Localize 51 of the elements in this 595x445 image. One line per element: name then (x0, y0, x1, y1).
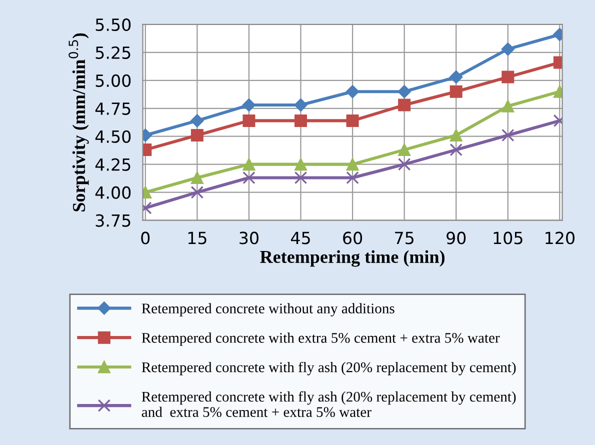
y-tick-label: 4.50 (95, 130, 131, 143)
x-tick-label: 120 (546, 232, 574, 244)
point (190, 128, 204, 142)
x-tick-label: 45 (290, 232, 310, 244)
point (398, 144, 411, 156)
x-tick-label: 90 (446, 232, 466, 244)
x-axis-title: Retempering time (min) (260, 250, 444, 267)
point (294, 171, 308, 184)
point (242, 171, 256, 184)
legend-label: Retempered concrete with fly ash (20% replacement by cement) (142, 362, 516, 376)
point (242, 158, 256, 171)
y-tick-label: 5.00 (96, 74, 131, 87)
y-tick-label: 4.25 (95, 158, 130, 171)
point (450, 143, 462, 156)
x-tick-label: 0 (141, 232, 150, 244)
point (346, 85, 360, 98)
point (398, 158, 411, 171)
point (242, 98, 256, 112)
point (450, 70, 463, 84)
legend-label: Retempered concrete with extra 5% cement + extra 5% water (142, 332, 500, 346)
point (294, 158, 307, 171)
x-tick-label: 60 (343, 232, 362, 244)
point (242, 114, 256, 127)
legend-label: Retempered concrete with fly ash (20% replacement by cement) and extra 5% cement + extra 5% water (142, 391, 516, 418)
point (346, 114, 359, 127)
y-tick-label: 4.00 (95, 186, 131, 199)
x-tick-label: 105 (494, 232, 522, 244)
y-axis-title: Sorptivity (mm/min$^{0.5}$) (68, 33, 89, 212)
point (346, 171, 359, 184)
x-tick-label: 75 (395, 232, 414, 244)
x-tick-label: 30 (240, 232, 258, 244)
point (398, 98, 411, 112)
point (398, 85, 411, 98)
y-tick-label: 5.25 (96, 46, 130, 60)
point (502, 70, 514, 84)
point (346, 158, 359, 171)
point (190, 114, 204, 128)
y-tick-label: 5.50 (96, 18, 131, 32)
y-tick-label: 3.75 (96, 214, 130, 227)
point (190, 172, 204, 184)
point (502, 128, 514, 142)
point (450, 128, 462, 142)
point (190, 186, 204, 199)
y-tick-label: 4.75 (95, 102, 130, 115)
point (294, 114, 307, 127)
point (501, 42, 514, 56)
legend-label: Retempered concrete without any additions (142, 303, 394, 316)
point (502, 100, 514, 112)
point (450, 85, 462, 98)
point (294, 98, 308, 112)
x-tick-label: 15 (188, 232, 206, 244)
